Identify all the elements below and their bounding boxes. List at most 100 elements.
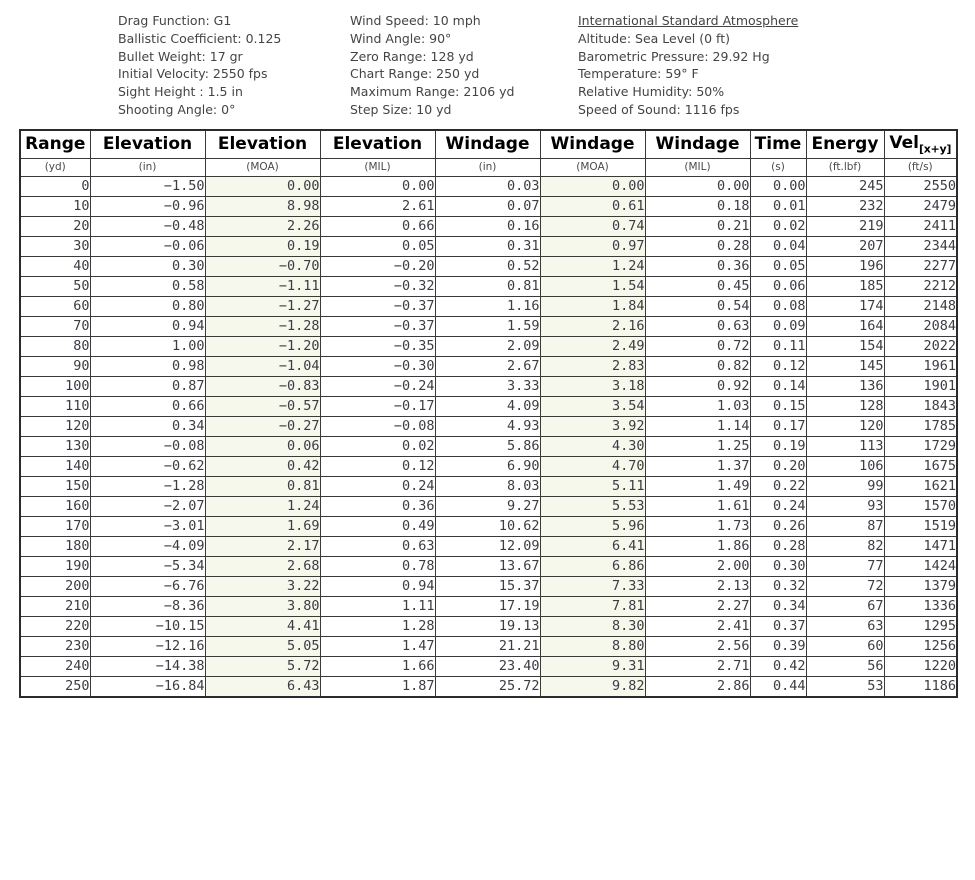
cell-energy-ftlbf: 219 xyxy=(805,216,885,238)
cell-vel-fts: 1186 xyxy=(883,676,958,698)
cell-range-yd: 100 xyxy=(19,376,91,398)
cell-time-s: 0.06 xyxy=(749,276,807,298)
cell-windage-mil: 0.82 xyxy=(644,356,751,378)
cell-windage-in: 4.93 xyxy=(434,416,541,438)
cell-range-yd: 230 xyxy=(19,636,91,658)
cell-windage-in: 0.31 xyxy=(434,236,541,258)
cell-time-s: 0.39 xyxy=(749,636,807,658)
cell-vel-fts: 1843 xyxy=(883,396,958,418)
cell-elevation-mil: 1.28 xyxy=(319,616,436,638)
cell-elevation-mil: 1.47 xyxy=(319,636,436,658)
cell-elevation-moa: 2.17 xyxy=(204,536,321,558)
table-row: 190 −5.34 2.68 0.78 13.67 6.86 2.00 0.30 77 1424 xyxy=(19,556,958,578)
cell-elevation-mil: 0.63 xyxy=(319,536,436,558)
cell-windage-in: 9.27 xyxy=(434,496,541,518)
cell-energy-ftlbf: 99 xyxy=(805,476,885,498)
cell-energy-ftlbf: 245 xyxy=(805,176,885,198)
cell-range-yd: 10 xyxy=(19,196,91,218)
cell-windage-mil: 2.86 xyxy=(644,676,751,698)
cell-elevation-moa: −0.27 xyxy=(204,416,321,438)
cell-vel-fts: 1336 xyxy=(883,596,958,618)
cell-elevation-in: −12.16 xyxy=(89,636,206,658)
table-row: 0 −1.50 0.00 0.00 0.03 0.00 0.00 0.00 245 2550 xyxy=(19,176,958,198)
cell-energy-ftlbf: 77 xyxy=(805,556,885,578)
cell-time-s: 0.08 xyxy=(749,296,807,318)
cell-vel-fts: 2479 xyxy=(883,196,958,218)
cell-windage-in: 0.03 xyxy=(434,176,541,198)
table-row: 100 0.87 −0.83 −0.24 3.33 3.18 0.92 0.14 136 1901 xyxy=(19,376,958,398)
param-altitude: Altitude: Sea Level (0 ft) xyxy=(578,30,731,46)
cell-windage-in: 0.81 xyxy=(434,276,541,298)
cell-windage-moa: 0.00 xyxy=(539,176,646,198)
cell-windage-mil: 0.00 xyxy=(644,176,751,198)
cell-elevation-in: 0.94 xyxy=(89,316,206,338)
table-row: 30 −0.06 0.19 0.05 0.31 0.97 0.28 0.04 207 2344 xyxy=(19,236,958,258)
cell-energy-ftlbf: 164 xyxy=(805,316,885,338)
cell-range-yd: 30 xyxy=(19,236,91,258)
cell-windage-moa: 3.18 xyxy=(539,376,646,398)
cell-elevation-in: −10.15 xyxy=(89,616,206,638)
cell-windage-moa: 1.84 xyxy=(539,296,646,318)
cell-elevation-mil: 0.49 xyxy=(319,516,436,538)
cell-elevation-mil: 1.87 xyxy=(319,676,436,698)
cell-elevation-moa: 6.43 xyxy=(204,676,321,698)
cell-windage-mil: 1.03 xyxy=(644,396,751,418)
cell-windage-mil: 2.71 xyxy=(644,656,751,678)
column-header-elevation-moa[interactable]: Elevation xyxy=(204,129,321,160)
param-wind-speed: Wind Speed: 10 mph xyxy=(350,13,481,28)
cell-time-s: 0.30 xyxy=(749,556,807,578)
atmosphere-heading: International Standard Atmosphere xyxy=(578,13,799,28)
cell-elevation-mil: 0.12 xyxy=(319,456,436,478)
cell-elevation-in: 1.00 xyxy=(89,336,206,358)
cell-vel-fts: 1901 xyxy=(883,376,958,398)
cell-windage-moa: 2.16 xyxy=(539,316,646,338)
cell-windage-in: 25.72 xyxy=(434,676,541,698)
cell-elevation-moa: 0.19 xyxy=(204,236,321,258)
column-unit-moa: (MOA) xyxy=(539,158,646,178)
cell-elevation-moa: −1.28 xyxy=(204,316,321,338)
cell-vel-fts: 1729 xyxy=(883,436,958,458)
cell-elevation-in: 0.34 xyxy=(89,416,206,438)
column-header-windage-in[interactable]: Windage xyxy=(434,129,541,160)
cell-windage-mil: 0.18 xyxy=(644,196,751,218)
cell-elevation-in: 0.80 xyxy=(89,296,206,318)
cell-elevation-in: −0.06 xyxy=(89,236,206,258)
column-header-elevation-in[interactable]: Elevation xyxy=(89,129,206,160)
cell-elevation-in: 0.30 xyxy=(89,256,206,278)
projectile-parameters: Drag Function: G1 Ballistic Coefficient:… xyxy=(118,12,350,119)
table-body: 0 −1.50 0.00 0.00 0.03 0.00 0.00 0.00 245 2550 10−… xyxy=(19,176,958,698)
cell-time-s: 0.12 xyxy=(749,356,807,378)
cell-windage-in: 21.21 xyxy=(434,636,541,658)
cell-elevation-moa: 2.68 xyxy=(204,556,321,578)
table-row: 240 −14.38 5.72 1.66 23.40 9.31 2.71 0.42 56 1220 xyxy=(19,656,958,678)
column-header-time-s[interactable]: Time xyxy=(749,129,807,160)
table-row: 150 −1.28 0.81 0.24 8.03 5.11 1.49 0.22 99 1621 xyxy=(19,476,958,498)
cell-elevation-in: −6.76 xyxy=(89,576,206,598)
cell-windage-mil: 0.36 xyxy=(644,256,751,278)
ballistics-table: Range Elevation Elevation Elevation Windage W… xyxy=(19,128,958,699)
cell-energy-ftlbf: 82 xyxy=(805,536,885,558)
column-header-energy-ftlbf[interactable]: Energy xyxy=(805,129,885,160)
cell-range-yd: 0 xyxy=(19,176,91,198)
cell-windage-mil: 0.63 xyxy=(644,316,751,338)
table-row: 50 0.58 −1.11 −0.32 0.81 1.54 0.45 0.06 185 2212 xyxy=(19,276,958,298)
cell-elevation-in: 0.98 xyxy=(89,356,206,378)
cell-windage-in: 10.62 xyxy=(434,516,541,538)
cell-time-s: 0.01 xyxy=(749,196,807,218)
cell-elevation-in: 0.66 xyxy=(89,396,206,418)
cell-vel-fts: 1675 xyxy=(883,456,958,478)
cell-elevation-mil: −0.32 xyxy=(319,276,436,298)
cell-windage-mil: 2.27 xyxy=(644,596,751,618)
cell-elevation-mil: −0.24 xyxy=(319,376,436,398)
column-header-windage-moa[interactable]: Windage xyxy=(539,129,646,160)
column-header-vel-fts[interactable]: Vel[x+y] xyxy=(883,129,958,160)
cell-elevation-mil: 0.94 xyxy=(319,576,436,598)
table-row: 80 1.00 −1.20 −0.35 2.09 2.49 0.72 0.11 154 2022 xyxy=(19,336,958,358)
cell-windage-moa: 8.30 xyxy=(539,616,646,638)
cell-vel-fts: 1621 xyxy=(883,476,958,498)
column-header-range-yd[interactable]: Range xyxy=(19,129,91,160)
column-header-windage-mil[interactable]: Windage xyxy=(644,129,751,160)
column-header-elevation-mil[interactable]: Elevation xyxy=(319,129,436,160)
cell-energy-ftlbf: 136 xyxy=(805,376,885,398)
cell-energy-ftlbf: 185 xyxy=(805,276,885,298)
